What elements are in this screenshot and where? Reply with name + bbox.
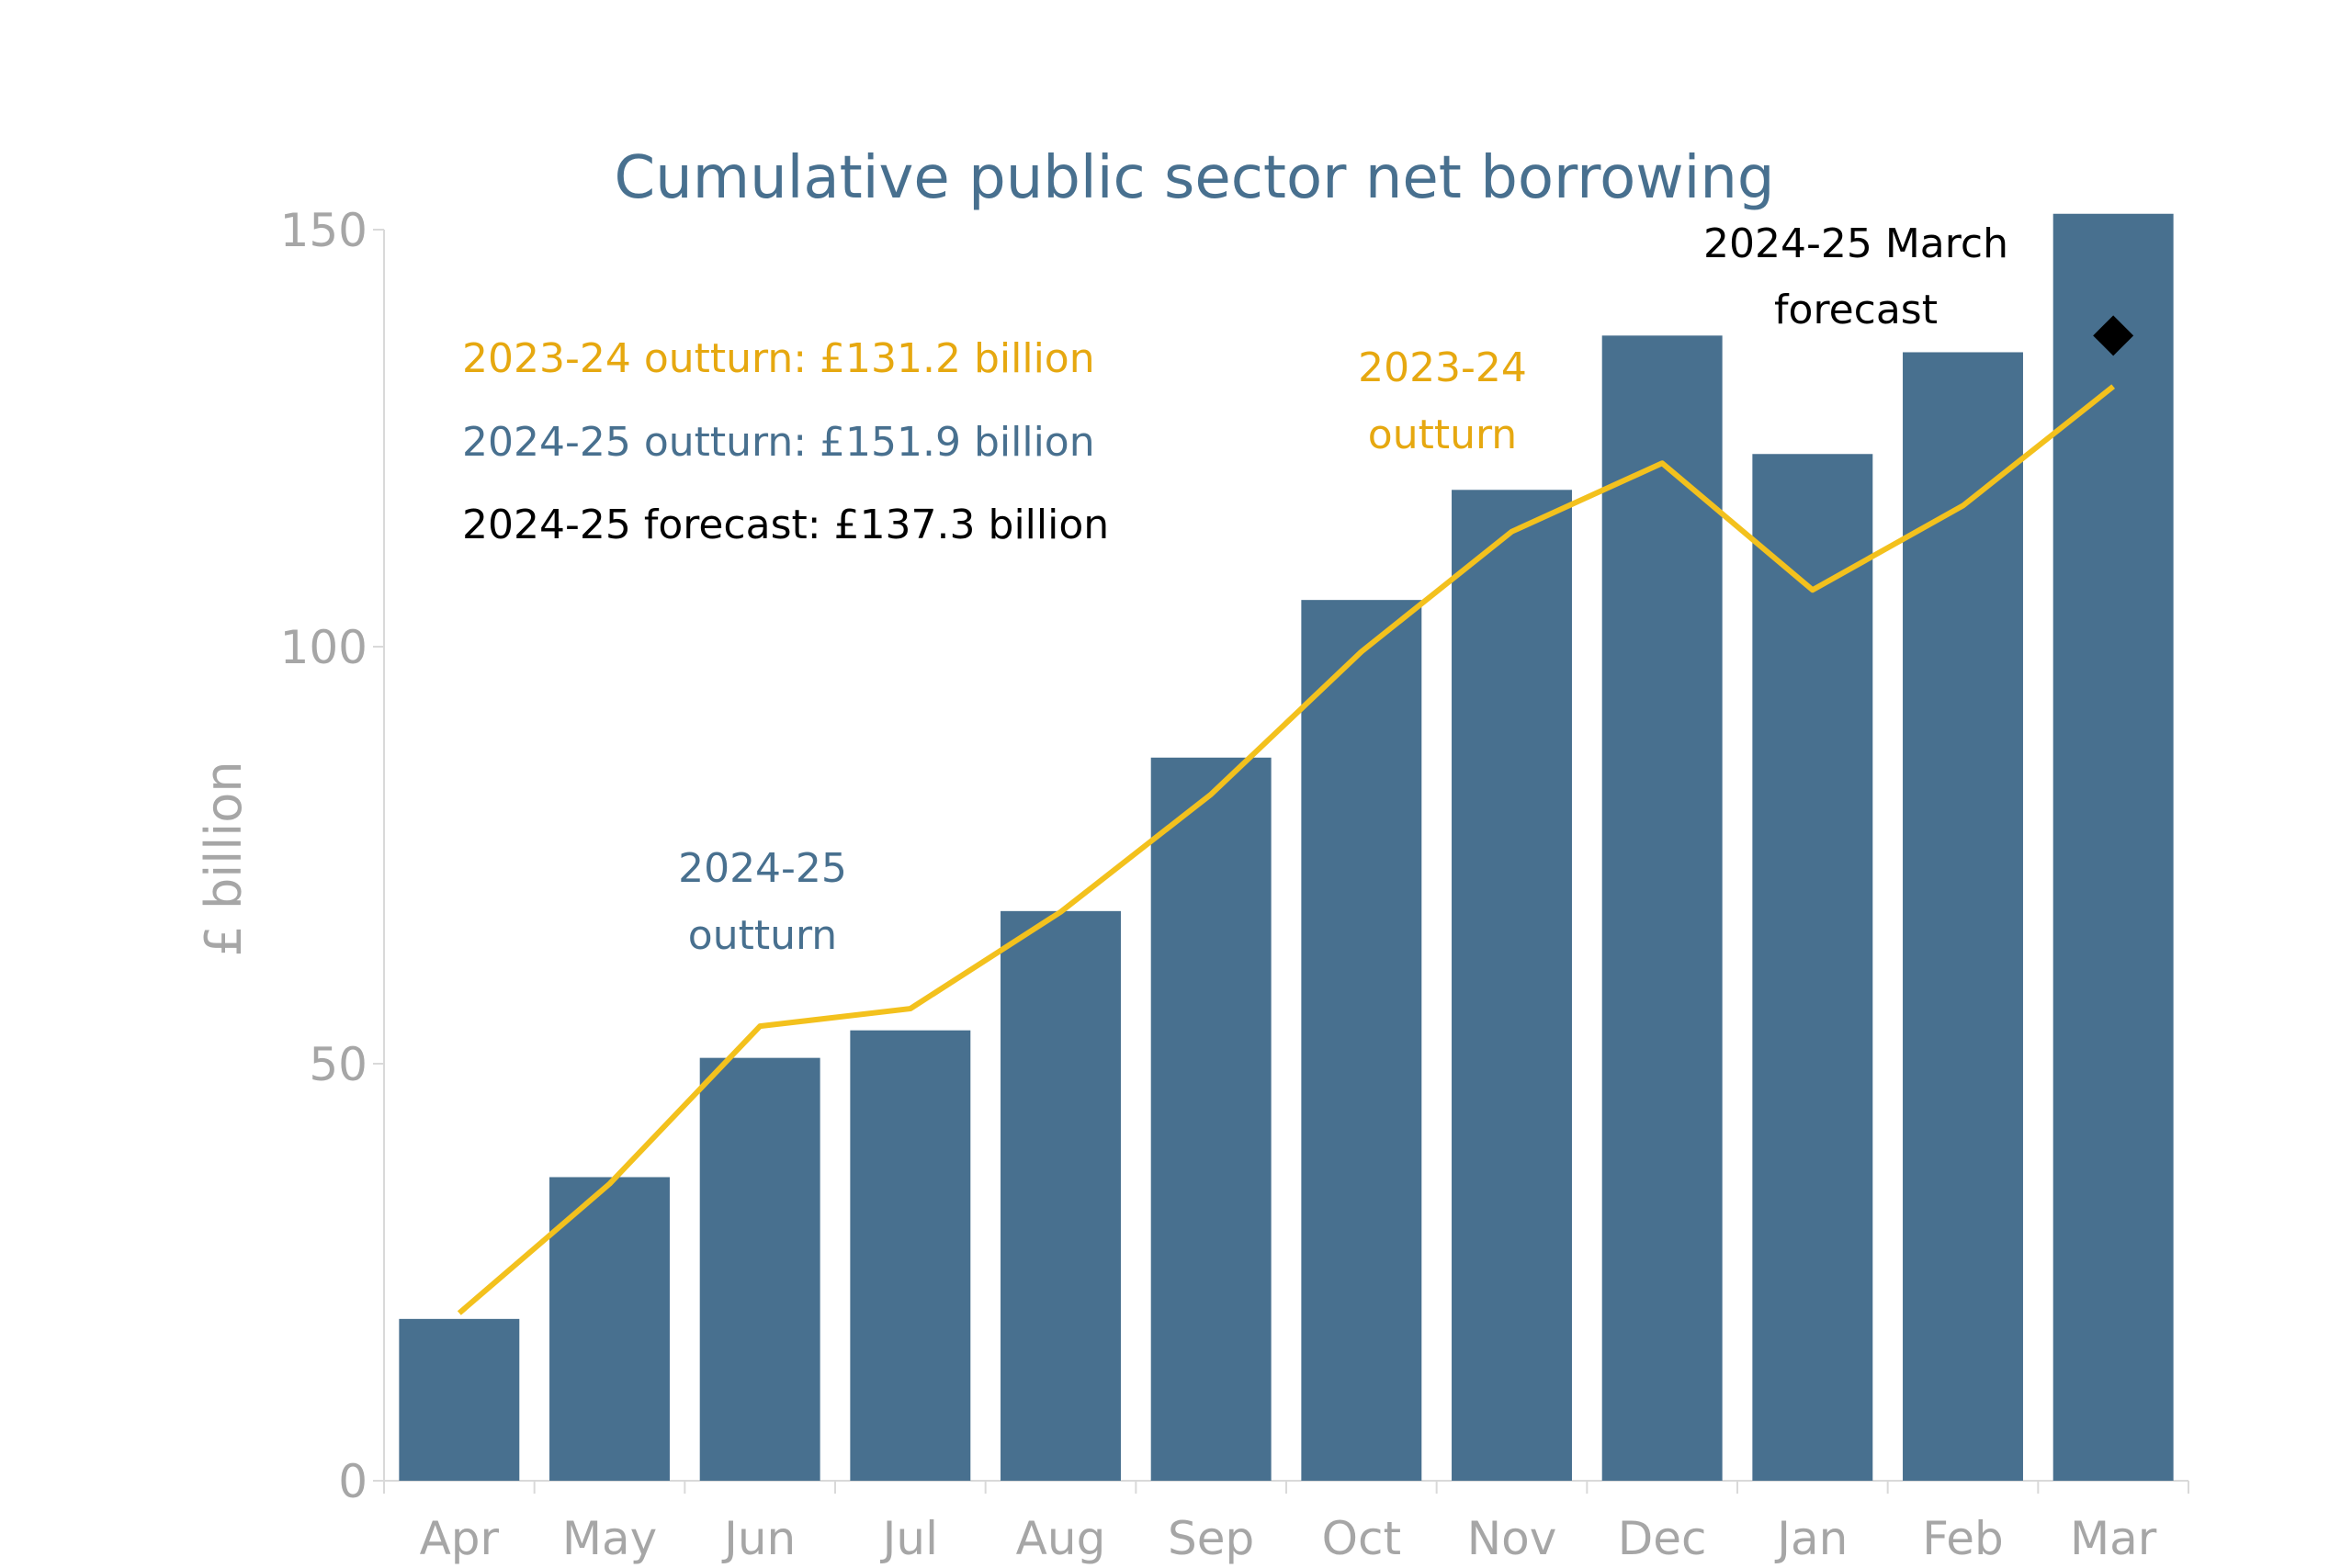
forecast-marker (2093, 315, 2134, 356)
x-tick-label: Sep (1168, 1512, 1254, 1565)
bar-mar (2052, 213, 2174, 1481)
bar-may (549, 1177, 670, 1481)
markers (2093, 315, 2134, 356)
bars (399, 213, 2174, 1482)
x-tick-label: Dec (1618, 1512, 1707, 1565)
bar-jan (1752, 454, 1873, 1482)
x-tick-label: Aug (1016, 1512, 1106, 1565)
bar-annotation-line-1: 2024-25 (678, 845, 847, 892)
bar-dec (1601, 335, 1723, 1481)
annotations: 2024-25 outturn 2023-24 outturn 2024-25 … (678, 220, 2008, 959)
x-tick-label: Oct (1322, 1512, 1401, 1565)
bar-oct (1301, 600, 1422, 1481)
bar-aug (1001, 910, 1121, 1481)
chart-title: Cumulative public sector net borrowing (614, 144, 1774, 212)
bar-jul (850, 1030, 971, 1481)
y-tick-label: 50 (309, 1038, 368, 1091)
y-tick-label: 150 (280, 204, 368, 257)
y-ticks: 0 50 100 150 (280, 204, 384, 1508)
y-tick-label: 100 (280, 621, 368, 674)
bar-sep (1150, 757, 1272, 1481)
x-tick-label: Apr (420, 1512, 500, 1565)
x-tick-label: May (562, 1512, 657, 1565)
bar-apr (399, 1318, 520, 1481)
bar-annotation-line-2: outturn (688, 912, 837, 959)
legend-entry-2024-25-outturn: 2024-25 outturn: £151.9 billion (462, 419, 1095, 466)
x-tick-label: Jul (880, 1512, 938, 1565)
bar-nov (1452, 490, 1572, 1481)
y-axis-label: £ billion (195, 761, 253, 956)
x-tick-label: Mar (2070, 1512, 2157, 1565)
line-annotation-line-1: 2023-24 (1358, 344, 1527, 391)
line-annotation-line-2: outturn (1368, 412, 1517, 458)
x-tick-label: Jan (1774, 1512, 1848, 1565)
bar-feb (1903, 352, 2023, 1481)
bar-jun (699, 1057, 820, 1481)
forecast-annotation-line-1: 2024-25 March (1703, 220, 2008, 267)
y-tick-label: 0 (338, 1455, 368, 1508)
x-tick-label: Feb (1922, 1512, 2004, 1565)
x-tick-label: Jun (721, 1512, 796, 1565)
forecast-annotation-line-2: forecast (1774, 287, 1938, 333)
legend-entry-2024-25-forecast: 2024-25 forecast: £137.3 billion (462, 502, 1109, 548)
legend: 2023-24 outturn: £131.2 billion 2024-25 … (462, 335, 1109, 548)
x-tick-label: Nov (1467, 1512, 1557, 1565)
line-2023-24-outturn (457, 384, 2116, 1315)
x-ticks: Apr May Jun Jul Aug Sep Oct Nov Dec Jan Feb Mar (383, 1481, 2189, 1565)
legend-entry-2023-24-outturn: 2023-24 outturn: £131.2 billion (462, 335, 1095, 382)
line-series (457, 384, 2116, 1315)
